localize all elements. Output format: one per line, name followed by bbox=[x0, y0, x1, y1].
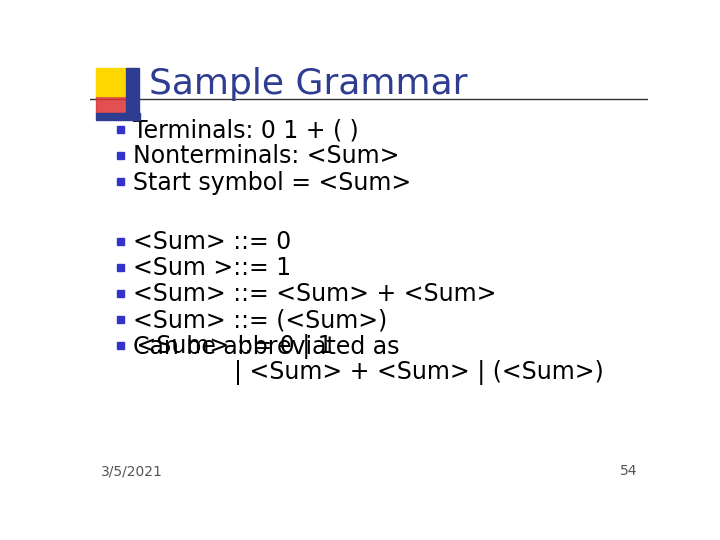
Bar bbox=[96, 68, 127, 96]
Text: 3/5/2021: 3/5/2021 bbox=[101, 464, 163, 478]
Text: Terminals: 0 1 + ( ): Terminals: 0 1 + ( ) bbox=[132, 118, 359, 142]
Text: Can be abbreviated as: Can be abbreviated as bbox=[132, 335, 399, 359]
Text: <Sum> ::= (<Sum>): <Sum> ::= (<Sum>) bbox=[132, 308, 387, 333]
Bar bbox=[127, 68, 139, 112]
Bar bbox=[117, 316, 124, 323]
Bar bbox=[96, 112, 140, 120]
Bar bbox=[117, 264, 124, 271]
Bar bbox=[117, 238, 124, 245]
Text: Sample Grammar: Sample Grammar bbox=[149, 67, 467, 101]
Text: <Sum> ::= 0: <Sum> ::= 0 bbox=[132, 230, 291, 254]
Text: | <Sum> + <Sum> | (<Sum>): | <Sum> + <Sum> | (<Sum>) bbox=[129, 360, 603, 386]
Bar bbox=[117, 342, 124, 349]
Text: <Sum >::= 1: <Sum >::= 1 bbox=[132, 256, 291, 280]
Bar bbox=[117, 178, 124, 185]
Bar bbox=[96, 96, 127, 112]
Bar bbox=[117, 126, 124, 133]
Text: Nonterminals: <Sum>: Nonterminals: <Sum> bbox=[132, 144, 399, 168]
Text: <Sum> ::= 0 | 1: <Sum> ::= 0 | 1 bbox=[129, 334, 333, 359]
Text: Start symbol = <Sum>: Start symbol = <Sum> bbox=[132, 171, 411, 194]
Text: <Sum> ::= <Sum> + <Sum>: <Sum> ::= <Sum> + <Sum> bbox=[132, 282, 496, 306]
Bar bbox=[117, 290, 124, 297]
Text: 54: 54 bbox=[620, 464, 637, 478]
Bar bbox=[117, 152, 124, 159]
